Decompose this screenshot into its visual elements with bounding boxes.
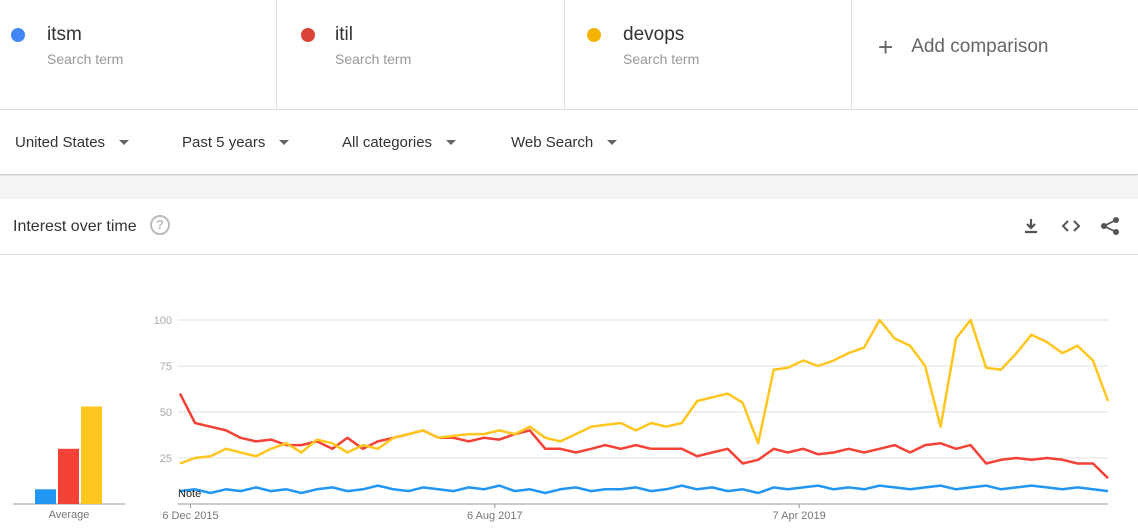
section-gap (0, 176, 1138, 199)
series-line-itil (178, 393, 1109, 480)
term-card-devops[interactable]: devops Search term (565, 0, 852, 110)
average-bar-itil (58, 448, 79, 504)
chevron-down-icon (279, 140, 290, 145)
note-label: Note (178, 488, 201, 500)
filter-bar: United States Past 5 years All categorie… (0, 110, 1138, 175)
help-circle-icon[interactable]: ? (150, 215, 170, 235)
x-tick-label: 6 Dec 2015 (162, 510, 218, 522)
search-type-value: Web Search (511, 134, 594, 151)
series-line-itsm (179, 484, 1109, 495)
term-name[interactable]: devops (623, 24, 685, 45)
search-type-dropdown[interactable]: Web Search (511, 134, 618, 151)
chevron-down-icon (119, 140, 130, 145)
term-type: Search term (47, 51, 124, 67)
term-color-dot (587, 28, 601, 42)
search-terms-bar: itsm Search term itil Search term devops… (0, 0, 1138, 110)
region-value: United States (15, 134, 106, 151)
time-range-value: Past 5 years (182, 134, 266, 151)
average-bar-itsm (35, 489, 56, 504)
average-bar-devops (81, 406, 102, 504)
add-comparison-button[interactable]: + Add comparison (878, 32, 1049, 62)
category-dropdown[interactable]: All categories (342, 134, 457, 151)
term-color-dot (11, 28, 25, 42)
plus-icon: + (878, 32, 894, 62)
interest-over-time-card: Interest over time ? (0, 199, 1138, 531)
share-icon[interactable] (1099, 215, 1121, 237)
download-icon[interactable] (1020, 215, 1042, 237)
term-color-dot (301, 28, 315, 42)
term-card-itsm[interactable]: itsm Search term (0, 0, 277, 110)
term-card-itil[interactable]: itil Search term (277, 0, 565, 110)
term-name[interactable]: itil (335, 24, 353, 45)
y-tick-label: 50 (160, 407, 172, 419)
add-comparison-label: Add comparison (911, 36, 1049, 57)
series-line-devops (179, 318, 1110, 465)
y-tick-label: 100 (154, 315, 172, 327)
average-label: Average (49, 509, 90, 521)
card-divider (0, 254, 1138, 255)
category-value: All categories (342, 134, 433, 151)
y-tick-label: 75 (160, 361, 172, 373)
chevron-down-icon (446, 140, 457, 145)
y-tick-label: 25 (160, 453, 172, 465)
region-dropdown[interactable]: United States (15, 134, 130, 151)
x-tick-label: 7 Apr 2019 (773, 510, 826, 522)
term-type: Search term (623, 51, 700, 67)
time-range-dropdown[interactable]: Past 5 years (182, 134, 290, 151)
chevron-down-icon (607, 140, 618, 145)
card-title: Interest over time (13, 218, 137, 235)
term-type: Search term (335, 51, 412, 67)
term-name[interactable]: itsm (47, 24, 82, 45)
x-tick-label: 6 Aug 2017 (467, 510, 523, 522)
embed-code-icon[interactable] (1060, 215, 1082, 237)
